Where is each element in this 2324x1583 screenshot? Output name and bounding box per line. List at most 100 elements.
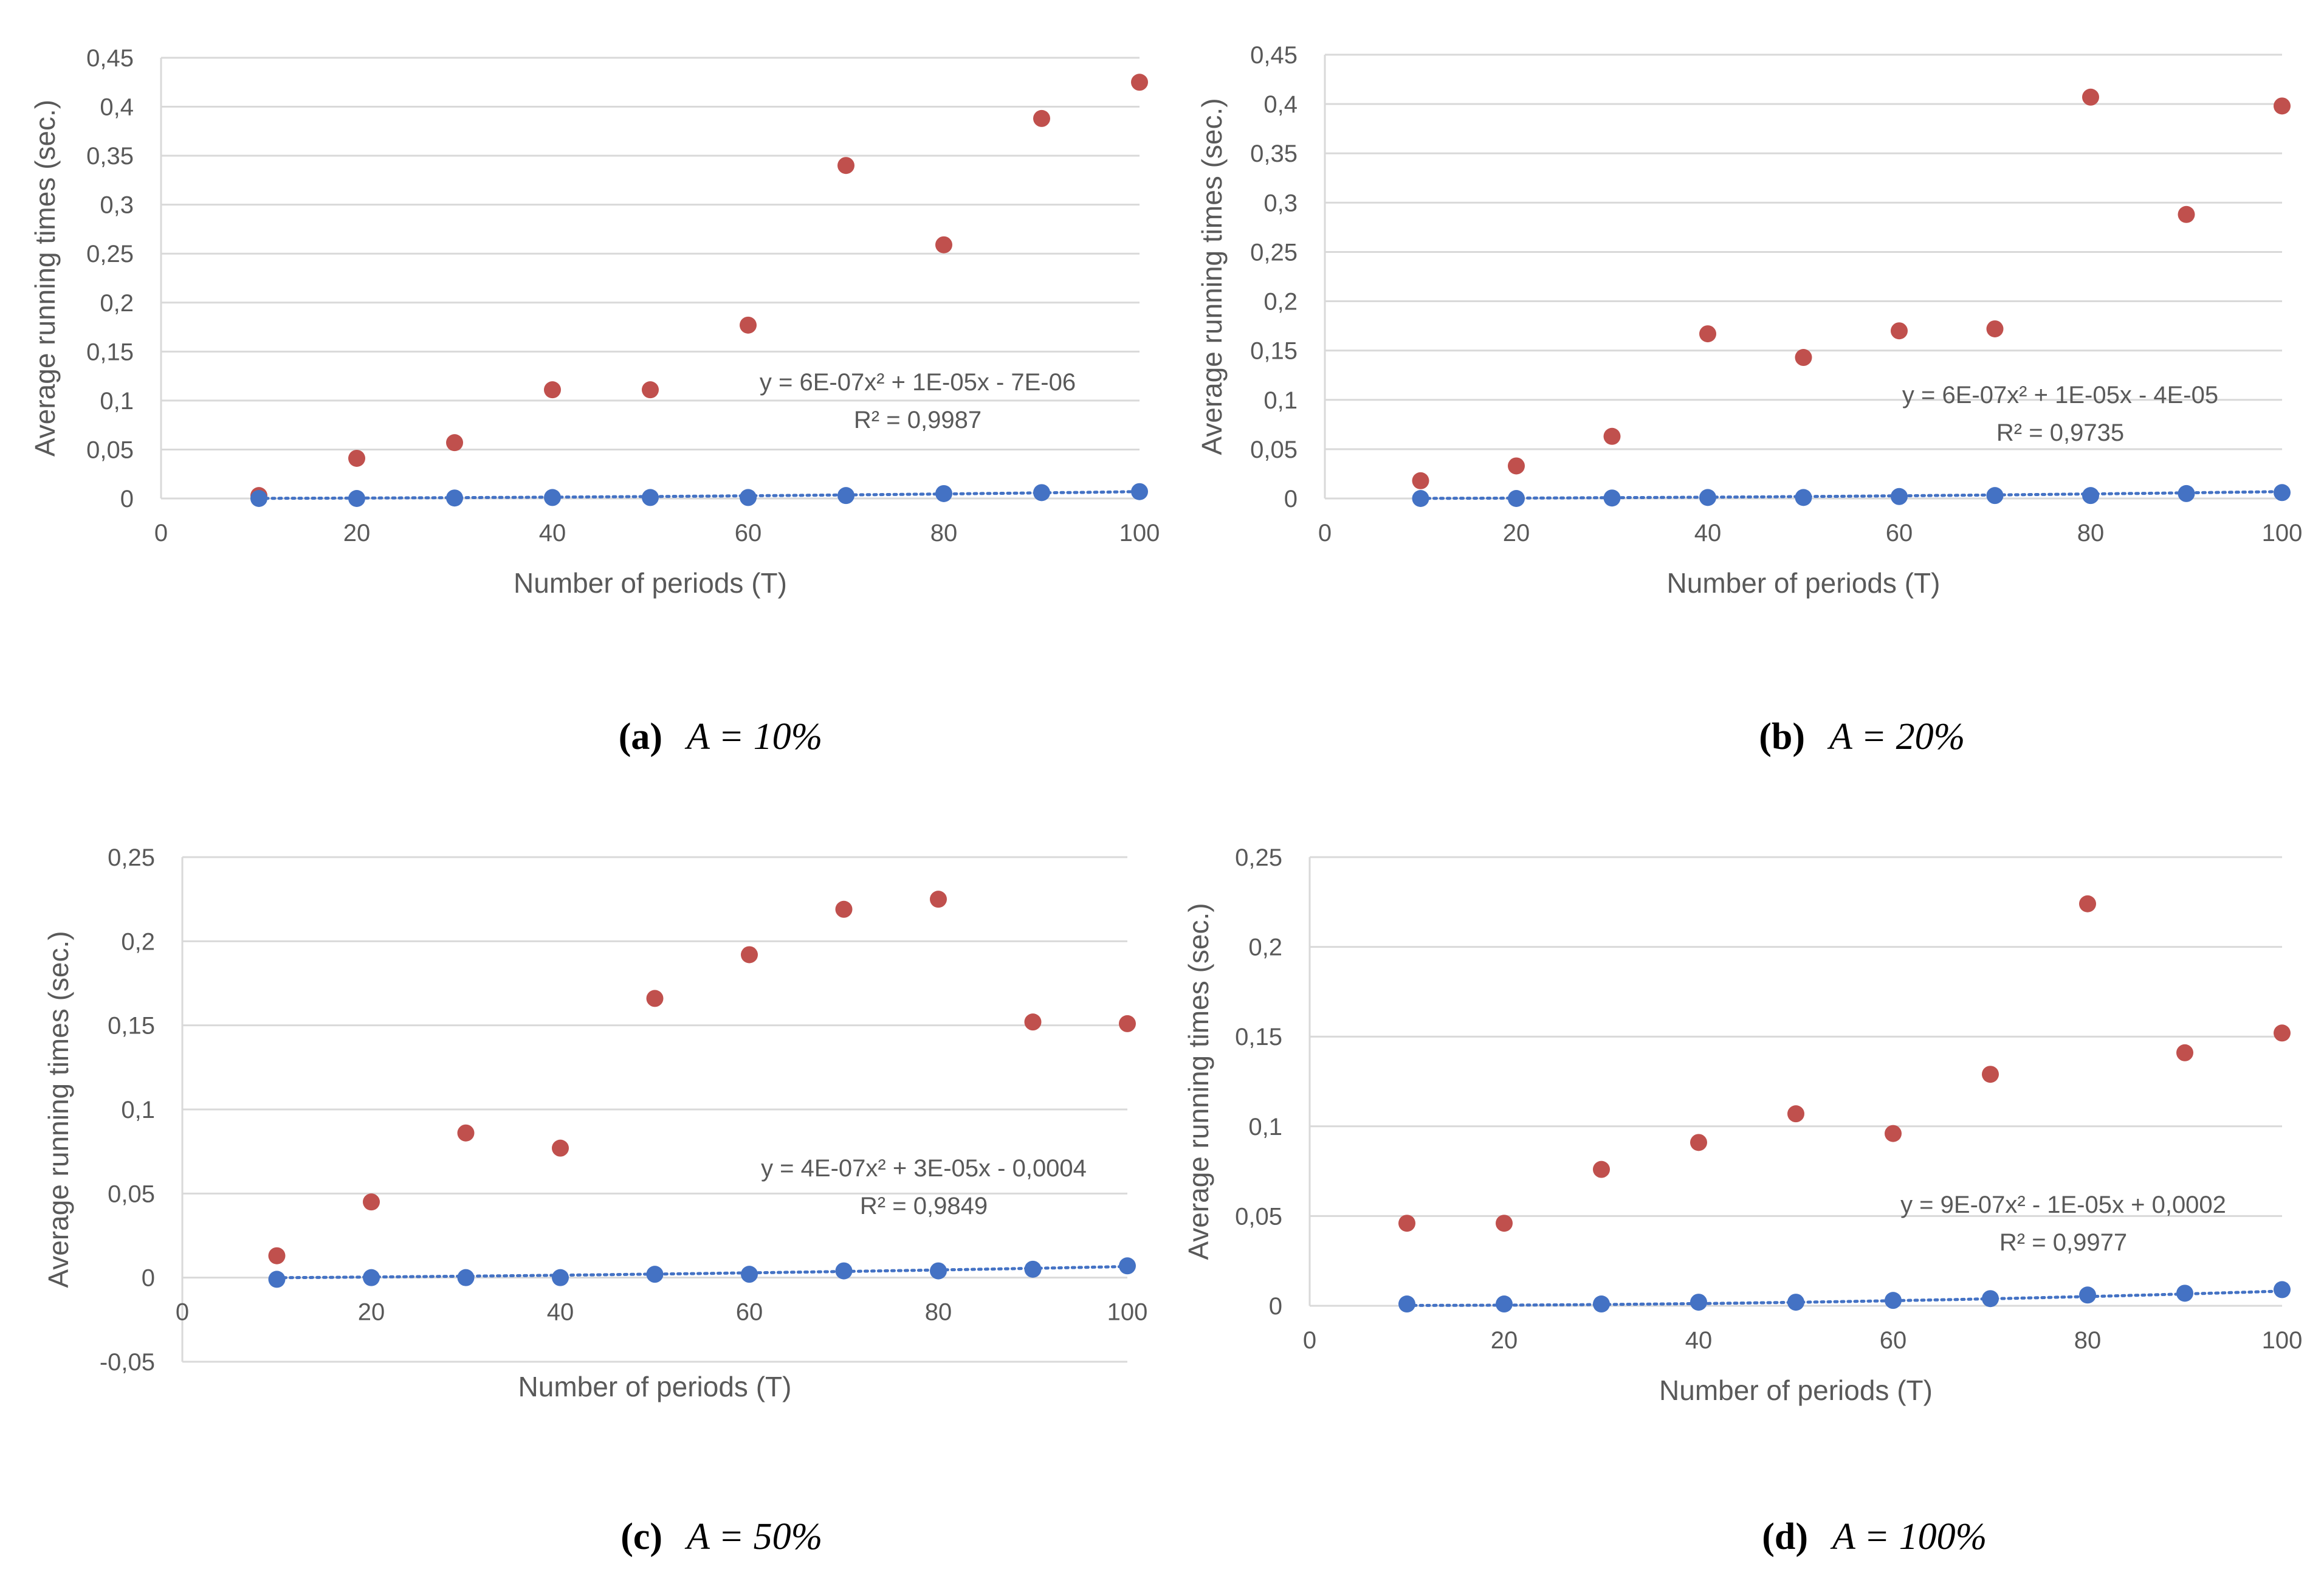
y-axis-title: Average running times (sec.): [1196, 98, 1228, 455]
x-tick-label: 0: [176, 1299, 189, 1326]
trendline-r2: R² = 0,9849: [860, 1193, 988, 1219]
blue-point: [457, 1269, 475, 1286]
y-tick-label: 0,45: [86, 45, 134, 72]
caption-math: A = 10%: [684, 716, 822, 757]
blue-point: [1699, 489, 1716, 506]
blue-point: [741, 1266, 758, 1283]
blue-point: [2178, 485, 2195, 502]
red-point: [1593, 1161, 1610, 1178]
red-point: [1033, 109, 1050, 127]
red-point: [1496, 1215, 1513, 1232]
red-point: [552, 1139, 569, 1157]
blue-point: [250, 490, 267, 507]
blue-point: [1131, 483, 1148, 500]
y-tick-label: 0: [120, 486, 134, 512]
trendline-equation: y = 9E-07x² - 1E-05x + 0,0002: [1900, 1192, 2226, 1218]
red-point: [930, 891, 947, 908]
x-tick-label: 100: [2262, 520, 2303, 547]
caption-label: (d): [1762, 1516, 1808, 1557]
trendline: [275, 1264, 1129, 1280]
blue-point: [2274, 1281, 2291, 1298]
y-tick-label: 0,15: [108, 1013, 155, 1040]
blue-point: [1024, 1260, 1042, 1278]
red-point: [1795, 349, 1812, 367]
blue-point: [446, 489, 463, 507]
x-tick-label: 40: [1685, 1327, 1713, 1354]
y-tick-label: 0,2: [1248, 934, 1282, 961]
blue-point: [363, 1269, 380, 1286]
red-point: [835, 900, 853, 918]
y-tick-label: 0,25: [1235, 844, 1282, 871]
x-tick-label: 80: [925, 1299, 952, 1326]
blue-point: [1508, 490, 1525, 507]
y-tick-label: -0,05: [100, 1349, 155, 1376]
red-point: [646, 990, 664, 1007]
panel-a: 0 0,05 0,1 0,15 0,2 0,25 0,3 0,35 0,4 0,45 0 20 40 60…: [29, 45, 1160, 757]
red-point: [1891, 322, 1908, 340]
caption-math: A = 50%: [684, 1516, 822, 1557]
red-point: [2082, 88, 2099, 106]
trendline-r2: R² = 0,9977: [1999, 1229, 2127, 1256]
red-point: [1603, 427, 1621, 445]
y-tick-label: 0,4: [100, 94, 134, 121]
y-tick-label: 0: [1284, 486, 1298, 512]
blue-point: [1593, 1295, 1610, 1313]
x-tick-label: 80: [2074, 1327, 2102, 1354]
x-tick-label: 60: [1880, 1327, 1907, 1354]
x-axis-title: Number of periods (T): [1659, 1374, 1933, 1406]
red-point: [1024, 1013, 1042, 1031]
blue-point: [348, 490, 365, 507]
blue-point: [2176, 1285, 2193, 1302]
x-axis-title: Number of periods (T): [514, 567, 787, 599]
blue-point: [1690, 1294, 1707, 1311]
trendline: [1405, 1289, 2284, 1307]
blue-point: [930, 1262, 947, 1280]
red-point: [1119, 1015, 1136, 1032]
red-point: [1690, 1134, 1707, 1151]
x-tick-label: 0: [154, 520, 168, 547]
blue-point: [646, 1266, 664, 1283]
red-point: [2274, 1024, 2291, 1042]
red-point: [1398, 1215, 1415, 1232]
red-point: [1412, 472, 1429, 489]
blue-point: [1398, 1295, 1415, 1313]
red-point: [741, 946, 758, 964]
x-tick-label: 40: [547, 1299, 574, 1326]
blue-point: [1795, 489, 1812, 506]
blue-point: [1119, 1257, 1136, 1275]
y-tick-label: 0,1: [121, 1097, 155, 1123]
y-tick-label: 0,15: [86, 339, 134, 365]
x-axis-title: Number of periods (T): [518, 1371, 792, 1402]
y-tick-label: 0,2: [121, 928, 155, 955]
y-tick-label: 0,35: [1250, 140, 1298, 167]
y-tick-label: 0,05: [108, 1181, 155, 1207]
y-tick-label: 0,05: [1235, 1203, 1282, 1230]
blue-point: [837, 487, 854, 505]
red-point: [268, 1247, 286, 1264]
caption-label: (c): [621, 1516, 662, 1557]
caption-math: A = 100%: [1830, 1516, 1987, 1557]
red-point: [363, 1193, 380, 1211]
x-tick-label: 60: [1886, 520, 1913, 547]
y-tick-label: 0,2: [100, 290, 134, 317]
x-tick-label: 0: [1318, 520, 1332, 547]
x-tick-label: 0: [1303, 1327, 1316, 1354]
red-point: [2079, 895, 2096, 912]
red-point: [1986, 320, 2004, 337]
y-tick-label: 0,25: [1250, 239, 1298, 266]
x-tick-label: 80: [2077, 520, 2105, 547]
x-tick-label: 80: [930, 520, 958, 547]
red-point: [1885, 1125, 1902, 1142]
blue-point: [544, 489, 561, 506]
blue-point: [1986, 487, 2004, 505]
x-tick-label: 60: [736, 1299, 763, 1326]
red-point: [837, 157, 854, 174]
blue-point: [1496, 1295, 1513, 1313]
x-axis-title: Number of periods (T): [1667, 567, 1941, 599]
red-point: [457, 1124, 475, 1142]
x-tick-label: 40: [539, 520, 566, 547]
y-axis-title: Average running times (sec.): [43, 931, 74, 1288]
blue-point: [1982, 1290, 1999, 1308]
x-tick-label: 20: [1491, 1327, 1518, 1354]
red-point: [740, 316, 757, 334]
